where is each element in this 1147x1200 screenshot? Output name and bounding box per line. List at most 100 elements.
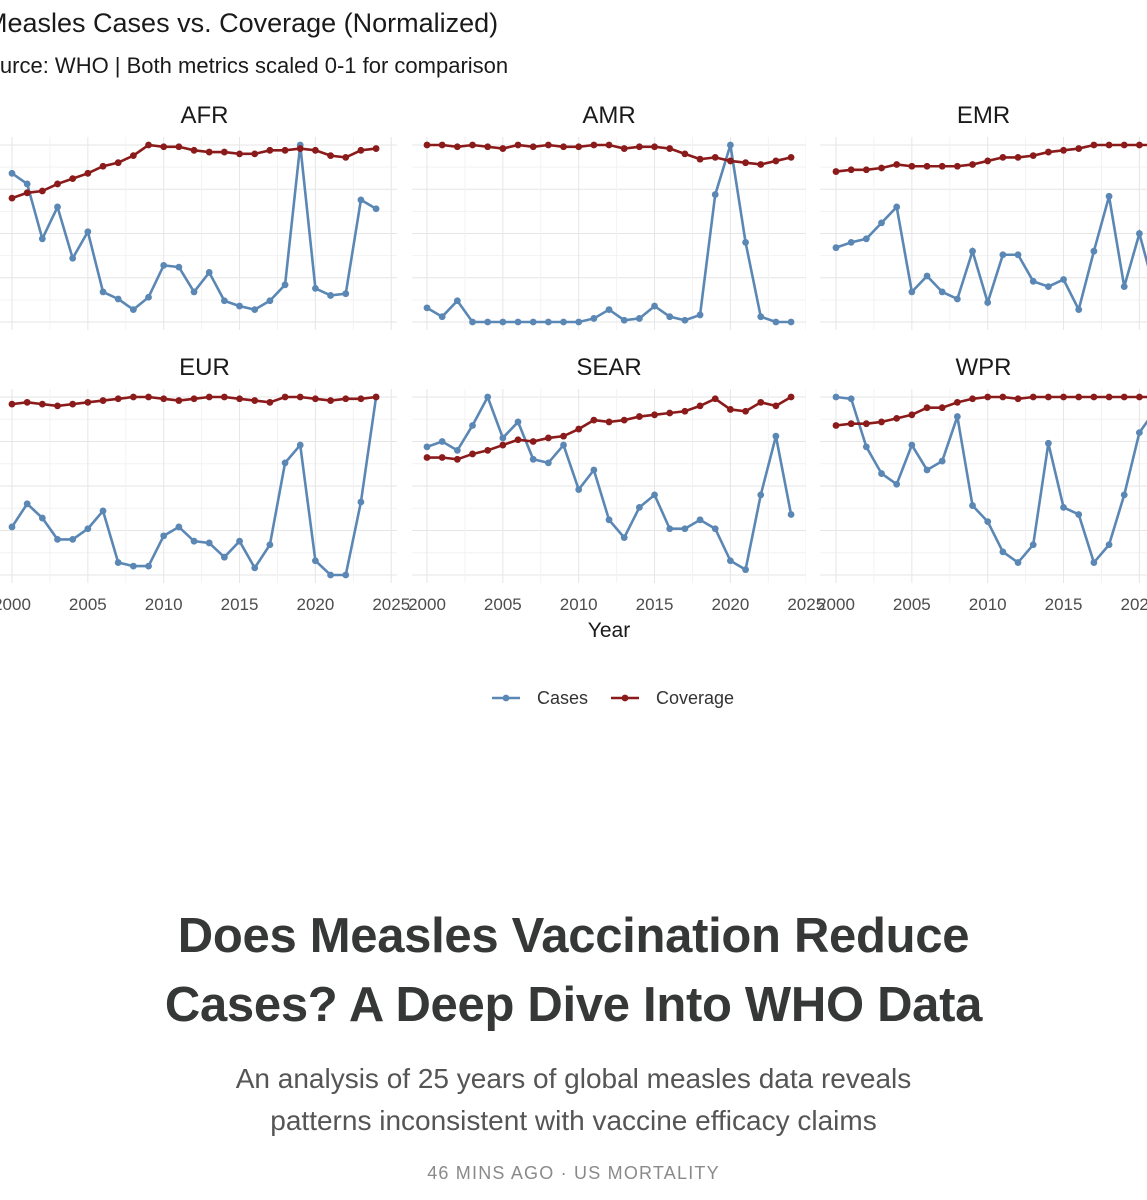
data-point-coverage [281,393,289,401]
article-headline[interactable]: Does Measles Vaccination Reduce Cases? A… [0,902,1147,1040]
data-point-coverage [99,162,107,170]
data-point-cases [742,566,749,574]
data-point-cases [560,441,567,449]
data-point-coverage [1075,145,1083,152]
data-point-cases [635,503,643,511]
data-point-cases [1105,541,1113,549]
data-point-coverage [1060,393,1067,401]
data-point-coverage [266,398,274,406]
data-point-coverage [129,152,137,160]
data-point-coverage [1014,153,1022,161]
data-point-coverage [1120,141,1128,149]
data-point-cases [84,525,92,533]
data-point-coverage [438,454,446,461]
data-point-coverage [342,395,350,403]
data-point-coverage [1120,393,1128,401]
data-point-coverage [38,187,46,195]
data-point-cases [8,523,16,531]
data-point-coverage [590,416,598,424]
data-point-coverage [666,409,674,417]
x-tick-label: 2020 [1120,595,1147,614]
data-point-cases [923,466,931,474]
data-point-cases [908,288,916,296]
x-tick-label: 2015 [1045,595,1083,614]
legend-label-cases: Cases [537,688,588,708]
data-point-coverage [953,162,961,170]
panel-series [832,141,1147,314]
data-point-coverage [787,153,795,161]
data-point-cases [999,251,1007,259]
data-point-coverage [114,159,122,167]
data-point-cases [969,247,976,255]
data-point-cases [23,500,31,508]
x-axis-label: Year [588,619,630,642]
data-point-coverage [69,175,77,183]
data-point-coverage [923,404,931,412]
data-point-coverage [711,153,719,161]
panel-series [423,141,795,326]
data-point-cases [696,516,704,524]
data-point-cases [529,318,537,326]
data-point-cases [175,523,183,531]
data-point-cases [590,466,598,474]
data-point-coverage [175,143,183,151]
data-point-coverage [878,164,885,172]
data-point-cases [499,434,507,442]
data-point-coverage [129,393,137,401]
x-tick-label: 2000 [408,595,446,614]
legend-key-point-coverage [621,694,629,702]
data-point-cases [1105,192,1113,200]
data-point-cases [893,203,901,211]
headline-line-2: Cases? A Deep Dive Into WHO Data [164,978,983,1032]
data-point-coverage [205,148,213,156]
data-point-coverage [1075,393,1083,401]
data-point-cases [499,318,507,326]
data-point-coverage [469,141,476,149]
data-point-coverage [220,148,228,156]
facet-panel-emr: EMR [820,102,1147,330]
data-point-coverage [8,194,16,202]
data-point-cases [862,443,870,451]
data-point-cases [438,313,446,321]
data-point-cases [453,447,461,454]
legend-label-coverage: Coverage [656,688,734,708]
data-point-coverage [529,438,537,445]
data-point-cases [220,297,228,305]
panel-series [423,393,795,574]
data-point-cases [953,295,961,303]
data-point-cases [160,261,168,269]
data-point-cases [1014,251,1022,259]
data-point-cases [757,491,765,499]
data-point-coverage [620,416,628,424]
chart-legend: Cases Coverage [492,688,734,708]
data-point-coverage [711,395,719,403]
data-point-cases [696,311,704,319]
data-point-cases [1136,230,1143,237]
data-point-cases [878,470,885,477]
data-point-coverage [499,441,507,449]
data-point-cases [711,191,719,198]
data-point-cases [605,306,613,314]
data-point-coverage [635,143,643,151]
x-tick-label: 2010 [560,595,598,614]
data-point-coverage [832,168,840,175]
data-point-cases [651,302,658,310]
x-tick-label: 2015 [221,595,259,614]
data-point-cases [757,313,765,321]
data-point-cases [38,235,46,243]
data-point-coverage [893,161,901,168]
data-point-cases [8,169,16,177]
data-point-coverage [605,418,613,426]
facet-panel-afr: AFR [0,102,397,330]
data-point-cases [681,525,689,533]
facet-title: EUR [179,354,230,381]
byline-section[interactable]: US MORTALITY [574,1163,720,1183]
data-point-cases [832,393,840,401]
data-point-coverage [772,157,780,165]
data-point-coverage [862,166,870,174]
data-point-coverage [923,162,931,170]
data-point-coverage [69,400,77,408]
data-point-coverage [999,153,1007,161]
data-point-coverage [560,432,567,440]
data-point-cases [560,318,567,326]
